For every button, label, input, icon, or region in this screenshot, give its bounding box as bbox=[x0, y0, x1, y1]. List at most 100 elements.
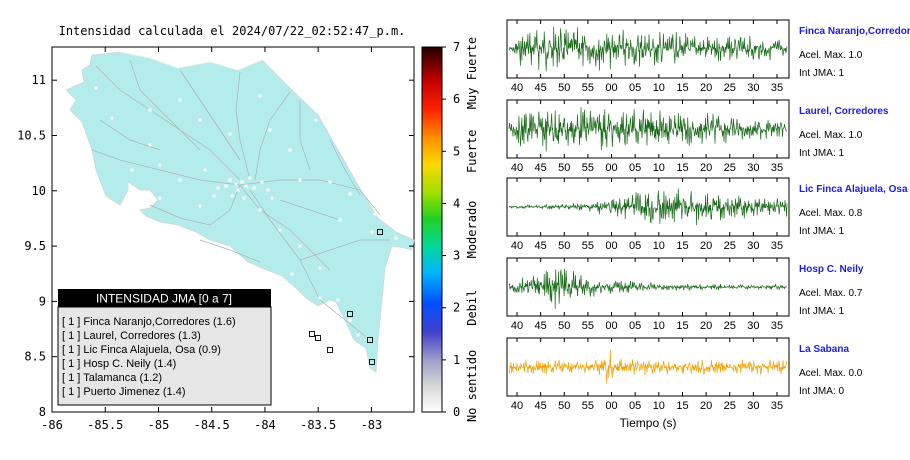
time-tick-label: 40 bbox=[511, 240, 523, 252]
colorbar-tick-label: 2 bbox=[453, 301, 460, 315]
colorbar-axis: 7 6 5 4 3 2 1 0 Muy Fuerte Fuerte Moderado Debil No … bbox=[442, 37, 479, 422]
road bbox=[99, 119, 161, 151]
time-tick-label: 40 bbox=[511, 82, 523, 94]
town-marker bbox=[178, 98, 182, 102]
road bbox=[199, 239, 261, 263]
accel-max-label: Acel. Max. 0.8 bbox=[799, 208, 863, 219]
town-marker bbox=[314, 118, 318, 122]
town-marker bbox=[298, 178, 302, 182]
time-tick-label: 40 bbox=[511, 400, 523, 412]
road bbox=[299, 239, 390, 261]
time-tick-label: 45 bbox=[535, 162, 547, 174]
road bbox=[179, 69, 241, 161]
time-tick-label: 10 bbox=[653, 400, 665, 412]
station-marker bbox=[367, 337, 373, 343]
seismogram-panel: 40 45 50 55 00 05 10 15 20 25 30 35 Lic Finca Alajue… bbox=[506, 177, 908, 252]
time-tick-label: 15 bbox=[676, 240, 688, 252]
station-marker bbox=[377, 229, 383, 235]
town-marker bbox=[270, 196, 274, 200]
colorbar-tick-label: 1 bbox=[453, 353, 460, 367]
town-marker bbox=[298, 244, 302, 248]
time-tick-label: 25 bbox=[724, 162, 736, 174]
time-tick-label: 20 bbox=[700, 162, 712, 174]
time-tick-label: 15 bbox=[676, 320, 688, 332]
town-marker bbox=[242, 196, 246, 200]
legend-item: [ 1 ] Laurel, Corredores (1.3) bbox=[62, 330, 201, 342]
colorbar-tick-label: 5 bbox=[453, 144, 460, 158]
town-marker bbox=[230, 194, 234, 198]
road bbox=[235, 71, 251, 181]
time-tick-label: 10 bbox=[653, 82, 665, 94]
y-tick-label: 8 bbox=[39, 405, 46, 419]
y-tick-label: 9 bbox=[39, 294, 46, 308]
road bbox=[329, 139, 361, 196]
time-tick-label: 45 bbox=[535, 400, 547, 412]
station-marker bbox=[315, 335, 321, 341]
road bbox=[299, 100, 311, 171]
town-marker bbox=[348, 318, 352, 322]
time-tick-label: 20 bbox=[700, 320, 712, 332]
seismogram-panel: 40 45 50 55 00 05 10 15 20 25 30 35 Finca Naranjo,Co… bbox=[506, 19, 910, 94]
time-tick-label: 55 bbox=[582, 162, 594, 174]
y-tick-label: 8.5 bbox=[24, 350, 46, 364]
time-tick-label: 35 bbox=[771, 162, 783, 174]
time-tick-label: 00 bbox=[605, 162, 617, 174]
time-tick-label: 00 bbox=[605, 82, 617, 94]
town-marker bbox=[266, 188, 270, 192]
colorbar-tick-label: 4 bbox=[453, 196, 460, 210]
town-marker bbox=[268, 128, 272, 132]
town-marker bbox=[328, 180, 332, 184]
town-marker bbox=[148, 143, 152, 147]
town-marker bbox=[348, 192, 352, 196]
time-tick-label: 50 bbox=[558, 162, 570, 174]
time-tick-label: 45 bbox=[535, 240, 547, 252]
time-tick-label: 55 bbox=[582, 240, 594, 252]
station-name: Laurel, Corredores bbox=[799, 106, 889, 117]
town-marker bbox=[198, 118, 202, 122]
town-marker bbox=[228, 132, 232, 136]
seismogram-trace bbox=[508, 349, 788, 384]
jma-intensity-label: Int JMA: 1 bbox=[799, 226, 844, 237]
road bbox=[279, 199, 341, 221]
town-marker bbox=[228, 178, 232, 182]
time-tick-label: 00 bbox=[605, 240, 617, 252]
time-tick-label: 55 bbox=[582, 82, 594, 94]
town-marker bbox=[158, 196, 162, 200]
seismogram-trace bbox=[508, 26, 788, 72]
time-tick-label: 15 bbox=[676, 162, 688, 174]
colorbar-category-label: Debil bbox=[465, 290, 479, 326]
time-tick-label: 15 bbox=[676, 82, 688, 94]
y-tick-label: 10 bbox=[32, 184, 46, 198]
time-tick-label: 20 bbox=[700, 82, 712, 94]
road bbox=[91, 149, 241, 186]
road bbox=[129, 59, 201, 151]
town-marker bbox=[130, 168, 134, 172]
time-axis-label: Tiempo (s) bbox=[620, 416, 677, 430]
time-tick-label: 05 bbox=[629, 320, 641, 332]
time-tick-label: 50 bbox=[558, 240, 570, 252]
town-marker bbox=[203, 168, 207, 172]
time-tick-label: 50 bbox=[558, 82, 570, 94]
time-tick-label: 45 bbox=[535, 82, 547, 94]
town-marker bbox=[110, 116, 114, 120]
map-plot: INTENSIDAD JMA [0 a 7] [ 1 ] Finca Naran… bbox=[17, 46, 415, 432]
accel-max-label: Acel. Max. 1.0 bbox=[799, 130, 863, 141]
road bbox=[239, 184, 331, 271]
time-tick-label: 25 bbox=[724, 400, 736, 412]
road bbox=[149, 184, 241, 226]
time-tick-label: 20 bbox=[700, 240, 712, 252]
seismogram-panel: 40 45 50 55 00 05 10 15 20 25 30 35 La Sabana Acel. M… bbox=[506, 337, 863, 412]
town-marker bbox=[178, 178, 182, 182]
x-tick-label: -84.5 bbox=[194, 418, 230, 432]
road bbox=[249, 189, 371, 341]
legend-item: [ 1 ] Lic Finca Alajuela, Osa (0.9) bbox=[62, 344, 221, 356]
y-tick-label: 10.5 bbox=[17, 128, 46, 142]
town-marker bbox=[258, 208, 262, 212]
colorbar-tick-label: 0 bbox=[453, 405, 460, 419]
seismogram-trace bbox=[508, 188, 788, 226]
road bbox=[95, 65, 241, 181]
town-markers bbox=[94, 86, 398, 340]
colorbar bbox=[421, 46, 443, 413]
legend-item: [ 1 ] Hosp C. Neily (1.4) bbox=[62, 358, 176, 370]
